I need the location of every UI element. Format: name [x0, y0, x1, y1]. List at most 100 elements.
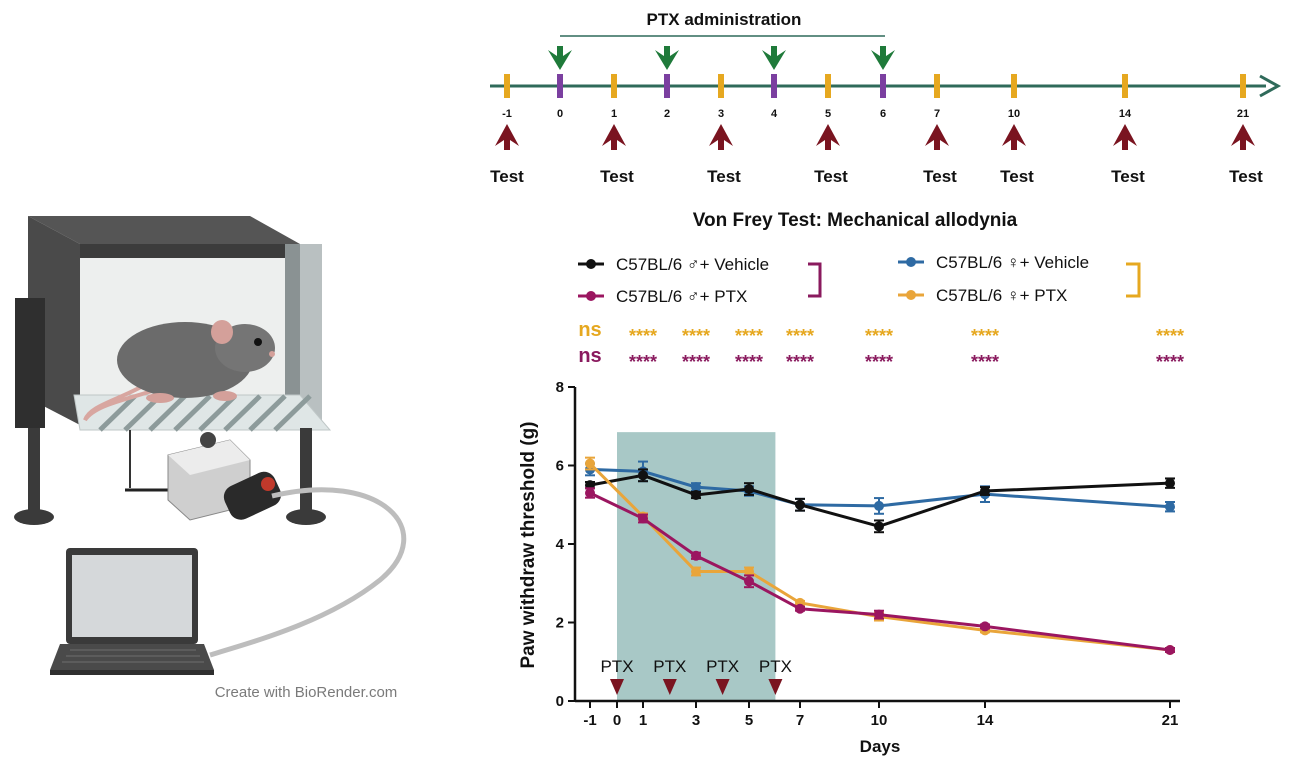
- data-point: [795, 499, 805, 510]
- timeline-day-label-14: 14: [1119, 108, 1132, 120]
- y-tick-label-2: 2: [556, 615, 564, 632]
- test-label-day-21: Test: [1229, 167, 1263, 186]
- male-significance-label: ****: [735, 352, 763, 372]
- timeline-day-label-2: 2: [664, 108, 670, 120]
- female-significance-label: ns: [578, 319, 601, 341]
- ptx-injection-arrow-icon: [548, 46, 572, 70]
- timeline-day-label-21: 21: [1237, 108, 1249, 120]
- male-significance-label: ****: [971, 352, 999, 372]
- ptx-injection-arrow-icon: [762, 46, 786, 70]
- timeline-tick-day-14: [1122, 74, 1128, 98]
- test-label-day--1: Test: [490, 167, 524, 186]
- data-point: [744, 484, 754, 495]
- female-significance-label: ****: [865, 326, 893, 346]
- test-arrow-icon: [709, 124, 733, 150]
- test-label-day-10: Test: [1000, 167, 1034, 186]
- x-axis-label: Days: [860, 737, 901, 756]
- series-1: [585, 487, 1175, 655]
- y-tick-label-0: 0: [556, 693, 564, 710]
- test-arrow-icon: [1002, 124, 1026, 150]
- data-point: [1165, 644, 1175, 655]
- timeline-day-label-10: 10: [1008, 108, 1020, 120]
- test-label-day-14: Test: [1111, 167, 1145, 186]
- male-comparison-bracket: [808, 262, 822, 298]
- data-point: [691, 482, 701, 493]
- timeline-tick-day-1: [611, 74, 617, 98]
- legend-label: C57BL/6 ♂+ PTX: [616, 287, 747, 306]
- male-significance-label: ****: [786, 352, 814, 372]
- timeline-tick-day-4: [771, 74, 777, 98]
- timeline-day-label--1: -1: [502, 108, 512, 120]
- data-point: [874, 609, 884, 620]
- test-label-day-1: Test: [600, 167, 634, 186]
- legend-swatch-marker: [906, 290, 916, 300]
- cable-icon: [209, 487, 407, 658]
- test-label-day-3: Test: [707, 167, 741, 186]
- data-point: [744, 576, 754, 587]
- x-tick-label-14: 14: [977, 712, 994, 729]
- test-arrow-icon: [495, 124, 519, 150]
- legend-swatch-marker: [586, 291, 596, 301]
- mouse-icon: [83, 320, 275, 422]
- data-point: [795, 603, 805, 614]
- female-significance-label: ****: [1156, 326, 1184, 346]
- ptx-administration-label: PTX administration: [647, 10, 802, 29]
- laptop-icon: [50, 548, 214, 675]
- plot-area: 0 2 4 6 8 -1 0 1 3 5 7 10 14 21 PTX PTX PTX PTX: [556, 379, 1180, 729]
- biorender-credit: Create with BioRender.com: [215, 684, 398, 701]
- timeline-day-label-1: 1: [611, 108, 617, 120]
- data-point: [691, 550, 701, 561]
- test-arrow-icon: [1231, 124, 1255, 150]
- data-point: [638, 470, 648, 481]
- timeline-tick-day-3: [718, 74, 724, 98]
- legend-label: C57BL/6 ♀+ Vehicle: [936, 253, 1089, 272]
- series-0: [585, 468, 1175, 534]
- timeline-tick-day-10: [1011, 74, 1017, 98]
- timeline-tick-day-7: [934, 74, 940, 98]
- data-point: [691, 489, 701, 500]
- legend-item-3: C57BL/6 ♀+ PTX: [898, 286, 1067, 305]
- timeline-tick-day-21: [1240, 74, 1246, 98]
- legend-item-2: C57BL/6 ♀+ Vehicle: [898, 253, 1089, 272]
- legend-label: C57BL/6 ♀+ PTX: [936, 286, 1067, 305]
- legend-swatch-marker: [586, 259, 596, 269]
- significance-rows: ns **** **** **** **** **** **** **** ns **** ****…: [578, 319, 1184, 372]
- ptx-marker-label: PTX: [653, 657, 686, 676]
- y-tick-label-4: 4: [556, 536, 565, 553]
- data-point: [638, 513, 648, 524]
- timeline-tick-day-6: [880, 74, 886, 98]
- chart-legend: C57BL/6 ♂+ Vehicle C57BL/6 ♂+ PTX C57BL/6 …: [578, 253, 1141, 306]
- y-tick-label-8: 8: [556, 379, 564, 396]
- experiment-timeline: PTX administration -1 0 1 2 3 4 5 6 7 10 14 21 Test T…: [490, 10, 1282, 186]
- legend-item-1: C57BL/6 ♂+ PTX: [578, 287, 747, 306]
- x-tick-label-21: 21: [1162, 712, 1179, 729]
- y-axis-label: Paw withdraw threshold (g): [518, 421, 539, 668]
- female-significance-label: ****: [786, 326, 814, 346]
- legend-swatch-marker: [906, 257, 916, 267]
- ptx-marker-triangle-icon: [662, 679, 677, 695]
- x-tick-label-0: 0: [613, 712, 621, 729]
- x-tick-label-7: 7: [796, 712, 804, 729]
- timeline-tick-day-5: [825, 74, 831, 98]
- x-tick-label-3: 3: [692, 712, 700, 729]
- test-arrow-icon: [925, 124, 949, 150]
- data-point: [980, 486, 990, 497]
- female-significance-label: ****: [682, 326, 710, 346]
- data-point: [585, 487, 595, 498]
- data-point: [874, 500, 884, 511]
- legend-item-0: C57BL/6 ♂+ Vehicle: [578, 255, 769, 274]
- female-significance-label: ****: [971, 326, 999, 346]
- data-point: [1165, 501, 1175, 512]
- x-tick-label-5: 5: [745, 712, 753, 729]
- timeline-tick-day--1: [504, 74, 510, 98]
- male-significance-label: ****: [865, 352, 893, 372]
- female-significance-label: ****: [735, 326, 763, 346]
- series-line: [589, 491, 1171, 652]
- data-point: [1165, 478, 1175, 489]
- ptx-marker-label: PTX: [706, 657, 739, 676]
- ptx-marker-label: PTX: [600, 657, 633, 676]
- ptx-marker-triangle-icon: [610, 679, 624, 695]
- male-significance-label: ns: [578, 345, 601, 367]
- series-line: [589, 473, 1171, 528]
